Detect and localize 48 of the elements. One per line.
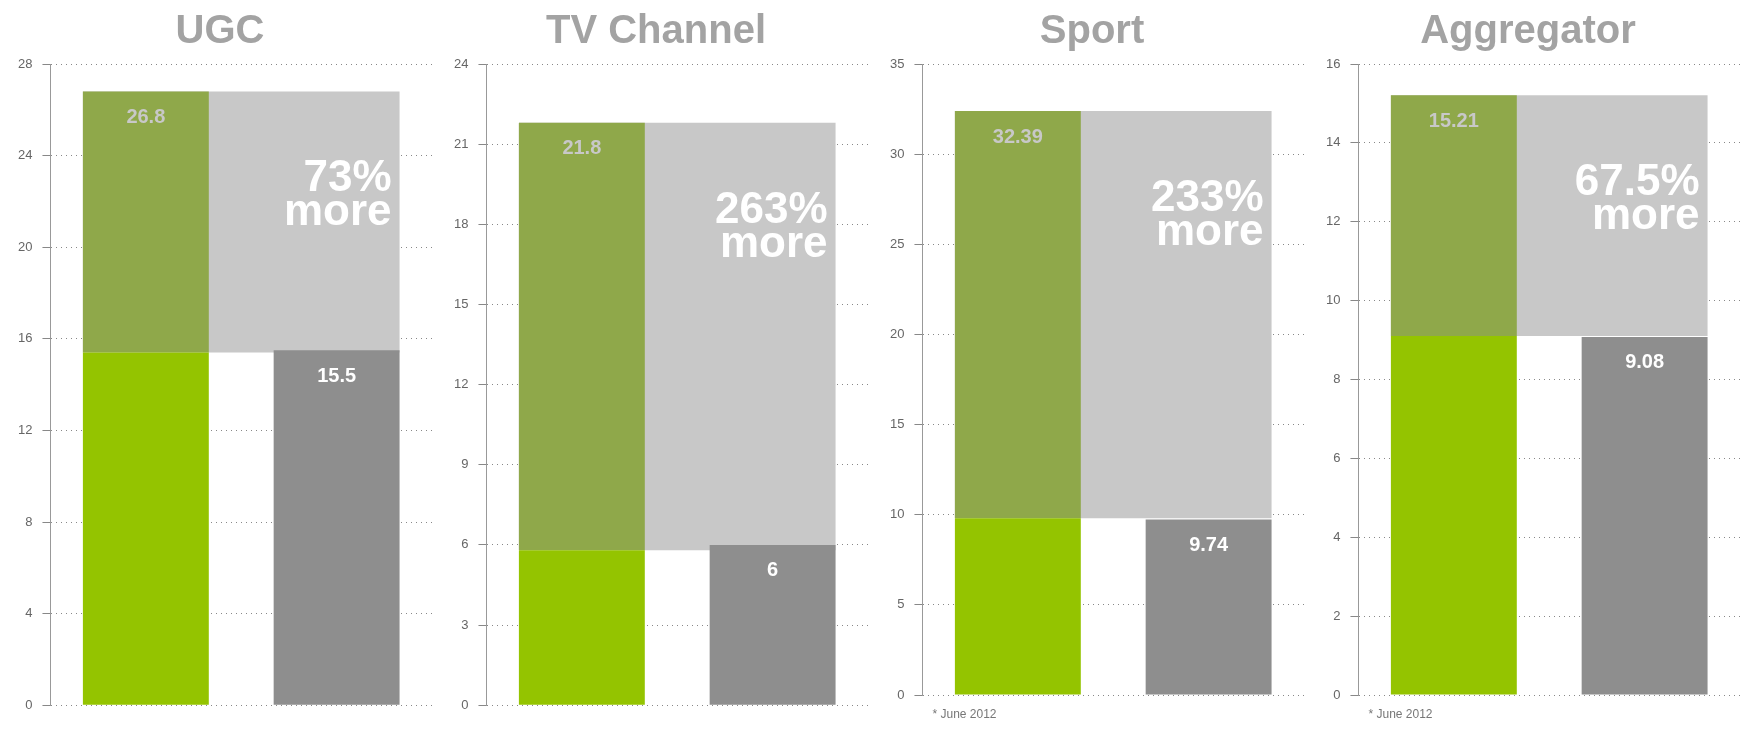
y-tick-label: 28 xyxy=(17,55,33,71)
y-tick-label: 20 xyxy=(17,238,33,254)
data-label: 9.74 xyxy=(1189,532,1229,555)
y-tick-label: 24 xyxy=(17,147,33,163)
data-label: 6 xyxy=(767,558,779,581)
y-tick-label: 0 xyxy=(897,686,905,702)
chart-title: TV Channel xyxy=(545,7,767,52)
y-tick-label: 8 xyxy=(1333,371,1341,387)
total-label: 15.21 xyxy=(1428,108,1479,131)
data-label: 9.08 xyxy=(1625,350,1665,373)
y-tick-label: 12 xyxy=(453,376,469,392)
y-tick-label: 21 xyxy=(453,135,469,151)
y-tick-label: 25 xyxy=(889,235,905,251)
chart-title: Sport xyxy=(1039,7,1145,52)
chart-title: Aggregator xyxy=(1420,7,1636,52)
total-label: 21.8 xyxy=(562,136,602,159)
y-tick-label: 14 xyxy=(1325,134,1341,150)
y-tick-label: 24 xyxy=(453,55,469,71)
y-tick-label: 4 xyxy=(1333,528,1341,544)
y-tick-label: 12 xyxy=(17,421,33,437)
y-tick-label: 18 xyxy=(453,215,469,231)
y-tick-label: 5 xyxy=(897,596,905,612)
y-tick-label: 16 xyxy=(1325,55,1341,71)
y-tick-label: 8 xyxy=(25,513,33,529)
y-tick-label: 4 xyxy=(25,605,33,621)
y-tick-label: 0 xyxy=(25,696,33,712)
text: * June 2012 xyxy=(932,707,997,722)
y-tick-label: 12 xyxy=(1325,213,1341,229)
y-tick-label: 0 xyxy=(1333,686,1341,702)
text: * June 2012 xyxy=(1368,707,1433,722)
y-tick-label: 15 xyxy=(453,296,469,312)
data-label: 15.5 xyxy=(317,363,357,386)
y-tick-label: 10 xyxy=(1325,292,1341,308)
y-tick-label: 35 xyxy=(889,55,905,71)
chart-title: UGC xyxy=(175,7,265,52)
y-tick-label: 6 xyxy=(1333,449,1341,465)
total-label: 32.39 xyxy=(992,124,1043,147)
total-label: 26.8 xyxy=(126,105,166,127)
y-tick-label: 20 xyxy=(889,326,905,342)
y-tick-label: 2 xyxy=(1333,607,1341,623)
y-tick-label: 15 xyxy=(889,416,905,432)
y-tick-label: 10 xyxy=(889,506,905,522)
y-tick-label: 30 xyxy=(889,145,905,161)
y-tick-label: 9 xyxy=(461,456,469,472)
y-tick-label: 3 xyxy=(461,616,469,632)
y-tick-label: 6 xyxy=(461,536,469,552)
y-tick-label: 16 xyxy=(17,330,33,346)
y-tick-label: 0 xyxy=(461,696,469,712)
